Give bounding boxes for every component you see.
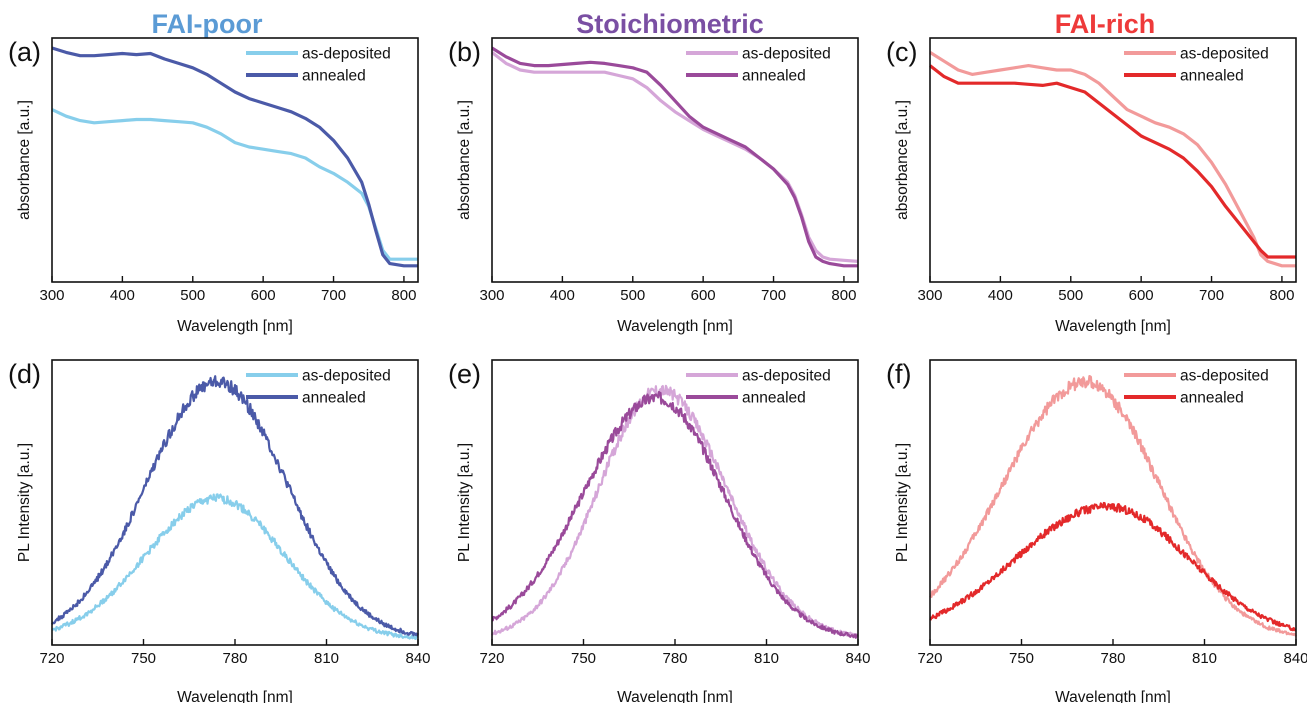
x-tick-label: 750 bbox=[571, 650, 596, 667]
panel-c: 300 400 500 600 700 800 Wavelength [nm] absorba… bbox=[886, 37, 1297, 335]
panel-label: (a) bbox=[8, 37, 41, 67]
x-tick-label: 800 bbox=[831, 287, 856, 304]
x-tick-label: 400 bbox=[110, 287, 135, 304]
x-tick-label: 810 bbox=[1192, 650, 1217, 667]
series-line-as-deposited bbox=[491, 51, 859, 263]
legend-label: as-deposited bbox=[742, 46, 831, 63]
x-tick-label: 500 bbox=[1058, 287, 1083, 304]
panel-label: (b) bbox=[448, 37, 481, 67]
x-tick-label: 800 bbox=[1269, 287, 1294, 304]
plot-frame bbox=[929, 37, 1297, 283]
series-line-annealed bbox=[491, 46, 858, 268]
y-axis-label: absorbance [a.u.] bbox=[456, 100, 473, 220]
series-line-annealed bbox=[929, 501, 1297, 632]
legend-label: as-deposited bbox=[742, 368, 831, 385]
legend-label: annealed bbox=[302, 68, 366, 85]
series-line-annealed bbox=[50, 375, 420, 637]
legend-label: annealed bbox=[742, 68, 806, 85]
x-tick-label: 840 bbox=[405, 650, 430, 667]
x-tick-label: 700 bbox=[761, 287, 786, 304]
x-tick-label: 800 bbox=[391, 287, 416, 304]
x-tick-label: 810 bbox=[754, 650, 779, 667]
y-axis-label: PL Intensity [a.u.] bbox=[456, 443, 473, 562]
x-axis-label: Wavelength [nm] bbox=[177, 689, 293, 703]
x-tick-label: 300 bbox=[917, 287, 942, 304]
x-axis-label: Wavelength [nm] bbox=[617, 318, 733, 335]
panel-e: 720 750 780 810 840 Wavelength [nm] PL Intensi… bbox=[448, 359, 871, 703]
x-tick-label: 720 bbox=[39, 650, 64, 667]
panel-a: 300 400 500 600 700 800 Wavelength [nm] absorba… bbox=[8, 37, 419, 335]
legend-label: annealed bbox=[302, 390, 366, 407]
plot-frame bbox=[491, 37, 859, 283]
x-tick-label: 300 bbox=[39, 287, 64, 304]
legend-label: annealed bbox=[1180, 390, 1244, 407]
legend-label: as-deposited bbox=[1180, 368, 1269, 385]
x-tick-label: 780 bbox=[222, 650, 247, 667]
x-tick-label: 500 bbox=[180, 287, 205, 304]
x-tick-label: 750 bbox=[1009, 650, 1034, 667]
x-tick-label: 840 bbox=[845, 650, 870, 667]
x-tick-label: 840 bbox=[1283, 650, 1307, 667]
panel-d: 720 750 780 810 840 Wavelength [nm] PL Intensi… bbox=[8, 359, 431, 703]
x-tick-label: 600 bbox=[691, 287, 716, 304]
x-axis-label: Wavelength [nm] bbox=[1055, 318, 1171, 335]
series-line-annealed bbox=[491, 390, 859, 639]
y-axis-label: PL Intensity [a.u.] bbox=[16, 443, 33, 562]
series-line-as-deposited bbox=[929, 51, 1296, 268]
column-title-fai-poor: FAI-poor bbox=[152, 9, 263, 39]
panel-label: (e) bbox=[448, 359, 481, 389]
x-tick-label: 780 bbox=[1100, 650, 1125, 667]
legend-label: as-deposited bbox=[302, 46, 391, 63]
y-axis-label: absorbance [a.u.] bbox=[16, 100, 33, 220]
panel-label: (f) bbox=[886, 359, 911, 389]
x-axis-label: Wavelength [nm] bbox=[617, 689, 733, 703]
x-tick-label: 500 bbox=[620, 287, 645, 304]
x-tick-label: 720 bbox=[479, 650, 504, 667]
series-line-annealed bbox=[51, 46, 418, 268]
panel-f: 720 750 780 810 840 Wavelength [nm] PL Intensi… bbox=[886, 359, 1307, 703]
x-axis-label: Wavelength [nm] bbox=[1055, 689, 1171, 703]
series-line-as-deposited bbox=[51, 493, 419, 641]
series-line-as-deposited bbox=[929, 375, 1298, 637]
y-axis-label: PL Intensity [a.u.] bbox=[894, 443, 911, 562]
series-line-annealed bbox=[929, 64, 1296, 259]
panel-label: (d) bbox=[8, 359, 41, 389]
x-tick-label: 600 bbox=[251, 287, 276, 304]
column-title-fai-rich: FAI-rich bbox=[1055, 9, 1156, 39]
panel-label: (c) bbox=[886, 37, 917, 67]
x-tick-label: 400 bbox=[988, 287, 1013, 304]
legend-label: as-deposited bbox=[1180, 46, 1269, 63]
x-axis-label: Wavelength [nm] bbox=[177, 318, 293, 335]
series-line-as-deposited bbox=[490, 384, 859, 639]
legend-label: annealed bbox=[1180, 68, 1244, 85]
y-axis-label: absorbance [a.u.] bbox=[894, 100, 911, 220]
x-tick-label: 400 bbox=[550, 287, 575, 304]
x-tick-label: 750 bbox=[131, 650, 156, 667]
x-tick-label: 700 bbox=[1199, 287, 1224, 304]
column-title-stoichiometric: Stoichiometric bbox=[576, 9, 764, 39]
plot-frame bbox=[51, 37, 419, 283]
legend-label: as-deposited bbox=[302, 368, 391, 385]
legend-label: annealed bbox=[742, 390, 806, 407]
x-tick-label: 700 bbox=[321, 287, 346, 304]
x-tick-label: 780 bbox=[662, 650, 687, 667]
x-tick-label: 810 bbox=[314, 650, 339, 667]
x-tick-label: 300 bbox=[479, 287, 504, 304]
x-tick-label: 720 bbox=[917, 650, 942, 667]
x-tick-label: 600 bbox=[1129, 287, 1154, 304]
panel-b: 300 400 500 600 700 800 Wavelength [nm] absorba… bbox=[448, 37, 859, 335]
